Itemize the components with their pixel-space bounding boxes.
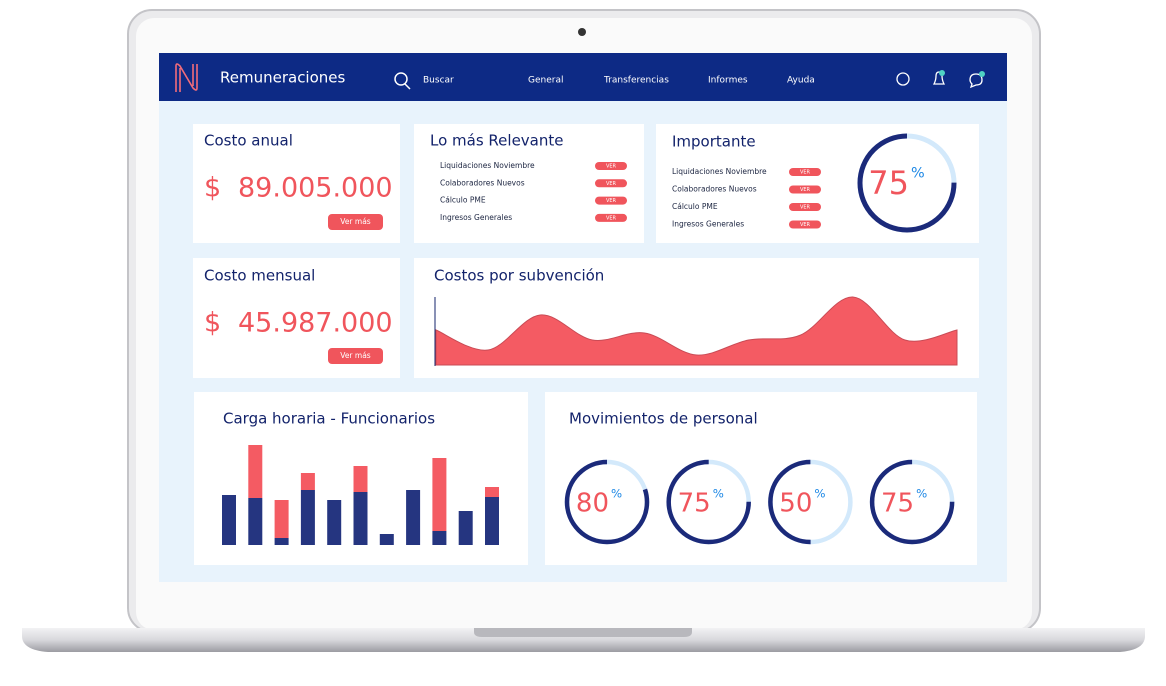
laptop-base xyxy=(22,628,1145,652)
button[interactable] xyxy=(595,179,627,188)
bar-segment xyxy=(485,487,499,497)
bar-segment xyxy=(485,497,499,545)
button[interactable] xyxy=(789,185,821,194)
button-label[interactable]: VER xyxy=(800,222,811,228)
bar-segment xyxy=(432,458,447,531)
gauge-value: 80 xyxy=(576,489,609,519)
bar-segment xyxy=(248,498,263,545)
gauge-unit: % xyxy=(911,165,925,181)
gauge-arc xyxy=(768,459,853,545)
bar-segment xyxy=(353,492,368,545)
gauge-arc xyxy=(564,459,650,545)
button-label[interactable]: VER xyxy=(606,164,617,170)
gauge-arc xyxy=(666,459,751,545)
gauge-arc xyxy=(857,133,957,233)
bar-segment xyxy=(274,538,289,545)
gauge-arc xyxy=(869,459,955,545)
bar-segment xyxy=(222,495,236,545)
card-title: Importante xyxy=(672,133,756,151)
area xyxy=(435,296,958,366)
button[interactable] xyxy=(595,196,627,205)
button[interactable] xyxy=(328,348,383,364)
logo[interactable] xyxy=(175,63,198,92)
gauge-value: 75 xyxy=(678,489,711,519)
list-item: Liquidaciones Noviembre xyxy=(672,167,767,176)
button-label[interactable]: VER xyxy=(606,198,617,204)
gauge-unit: % xyxy=(713,487,724,501)
camera xyxy=(578,28,586,36)
card xyxy=(545,392,977,565)
gauge-value: 75 xyxy=(868,164,909,202)
button-label[interactable]: VER xyxy=(606,215,617,221)
list-item: Ingresos Generales xyxy=(672,220,744,229)
bar-segment xyxy=(432,531,447,545)
bar-segment xyxy=(300,490,315,545)
notch xyxy=(474,628,692,637)
amount: 89.005.000 xyxy=(238,173,393,204)
brand: Remuneraciones xyxy=(220,69,346,87)
search-icon[interactable] xyxy=(394,72,408,86)
button-label[interactable]: Ver más xyxy=(340,351,371,360)
nav-link[interactable]: Informes xyxy=(708,76,748,86)
navbar xyxy=(159,53,1007,101)
user-icon[interactable] xyxy=(896,72,910,86)
chat-icon[interactable] xyxy=(969,73,983,89)
gauge-unit: % xyxy=(814,487,825,501)
card-title: Lo más Relevante xyxy=(430,132,563,150)
gauge-unit: % xyxy=(611,487,622,501)
badge xyxy=(939,70,945,76)
list-item: Colaboradores Nuevos xyxy=(672,185,757,194)
list-item: Cálculo PME xyxy=(440,196,486,205)
button-label[interactable]: Ver más xyxy=(340,217,371,226)
gauge-value: 75 xyxy=(881,489,914,519)
bar-segment xyxy=(274,500,289,538)
gauge-unit: % xyxy=(916,487,927,501)
bar-segment xyxy=(458,511,473,545)
button[interactable] xyxy=(595,213,627,222)
search-icon xyxy=(404,83,411,90)
card-title: Movimientos de personal xyxy=(569,410,758,428)
currency: $ xyxy=(204,308,221,339)
nav-link[interactable]: Transferencias xyxy=(603,76,669,86)
button[interactable] xyxy=(328,214,383,230)
bar-segment xyxy=(379,534,394,545)
bar-segment xyxy=(300,473,315,490)
list-item: Colaboradores Nuevos xyxy=(440,178,525,187)
button-label[interactable]: VER xyxy=(800,187,811,193)
button[interactable] xyxy=(789,168,821,176)
button[interactable] xyxy=(595,162,627,170)
card-title: Costo mensual xyxy=(204,267,315,285)
gauge-value: 50 xyxy=(779,489,812,519)
bar-segment xyxy=(353,466,368,492)
button[interactable] xyxy=(789,203,821,211)
bar-segment xyxy=(327,500,342,545)
bar-segment xyxy=(248,445,263,498)
amount: 45.987.000 xyxy=(238,308,393,339)
card-title: Carga horaria - Funcionarios xyxy=(223,410,435,428)
bell-icon[interactable] xyxy=(932,71,946,85)
list-item: Cálculo PME xyxy=(672,202,718,211)
search[interactable]: Buscar xyxy=(423,76,454,86)
nav-link[interactable]: Ayuda xyxy=(787,76,815,86)
list-item: Ingresos Generales xyxy=(440,213,512,222)
button-label[interactable]: VER xyxy=(800,205,811,211)
bar-segment xyxy=(406,490,421,545)
currency: $ xyxy=(204,173,221,204)
button[interactable] xyxy=(789,220,821,229)
list-item: Liquidaciones Noviembre xyxy=(440,161,535,170)
nav-link[interactable]: General xyxy=(528,76,563,86)
button-label[interactable]: VER xyxy=(606,181,617,187)
card-title: Costos por subvención xyxy=(434,267,604,285)
button-label[interactable]: VER xyxy=(800,170,811,176)
badge xyxy=(979,71,985,77)
card-title: Costo anual xyxy=(204,132,293,150)
